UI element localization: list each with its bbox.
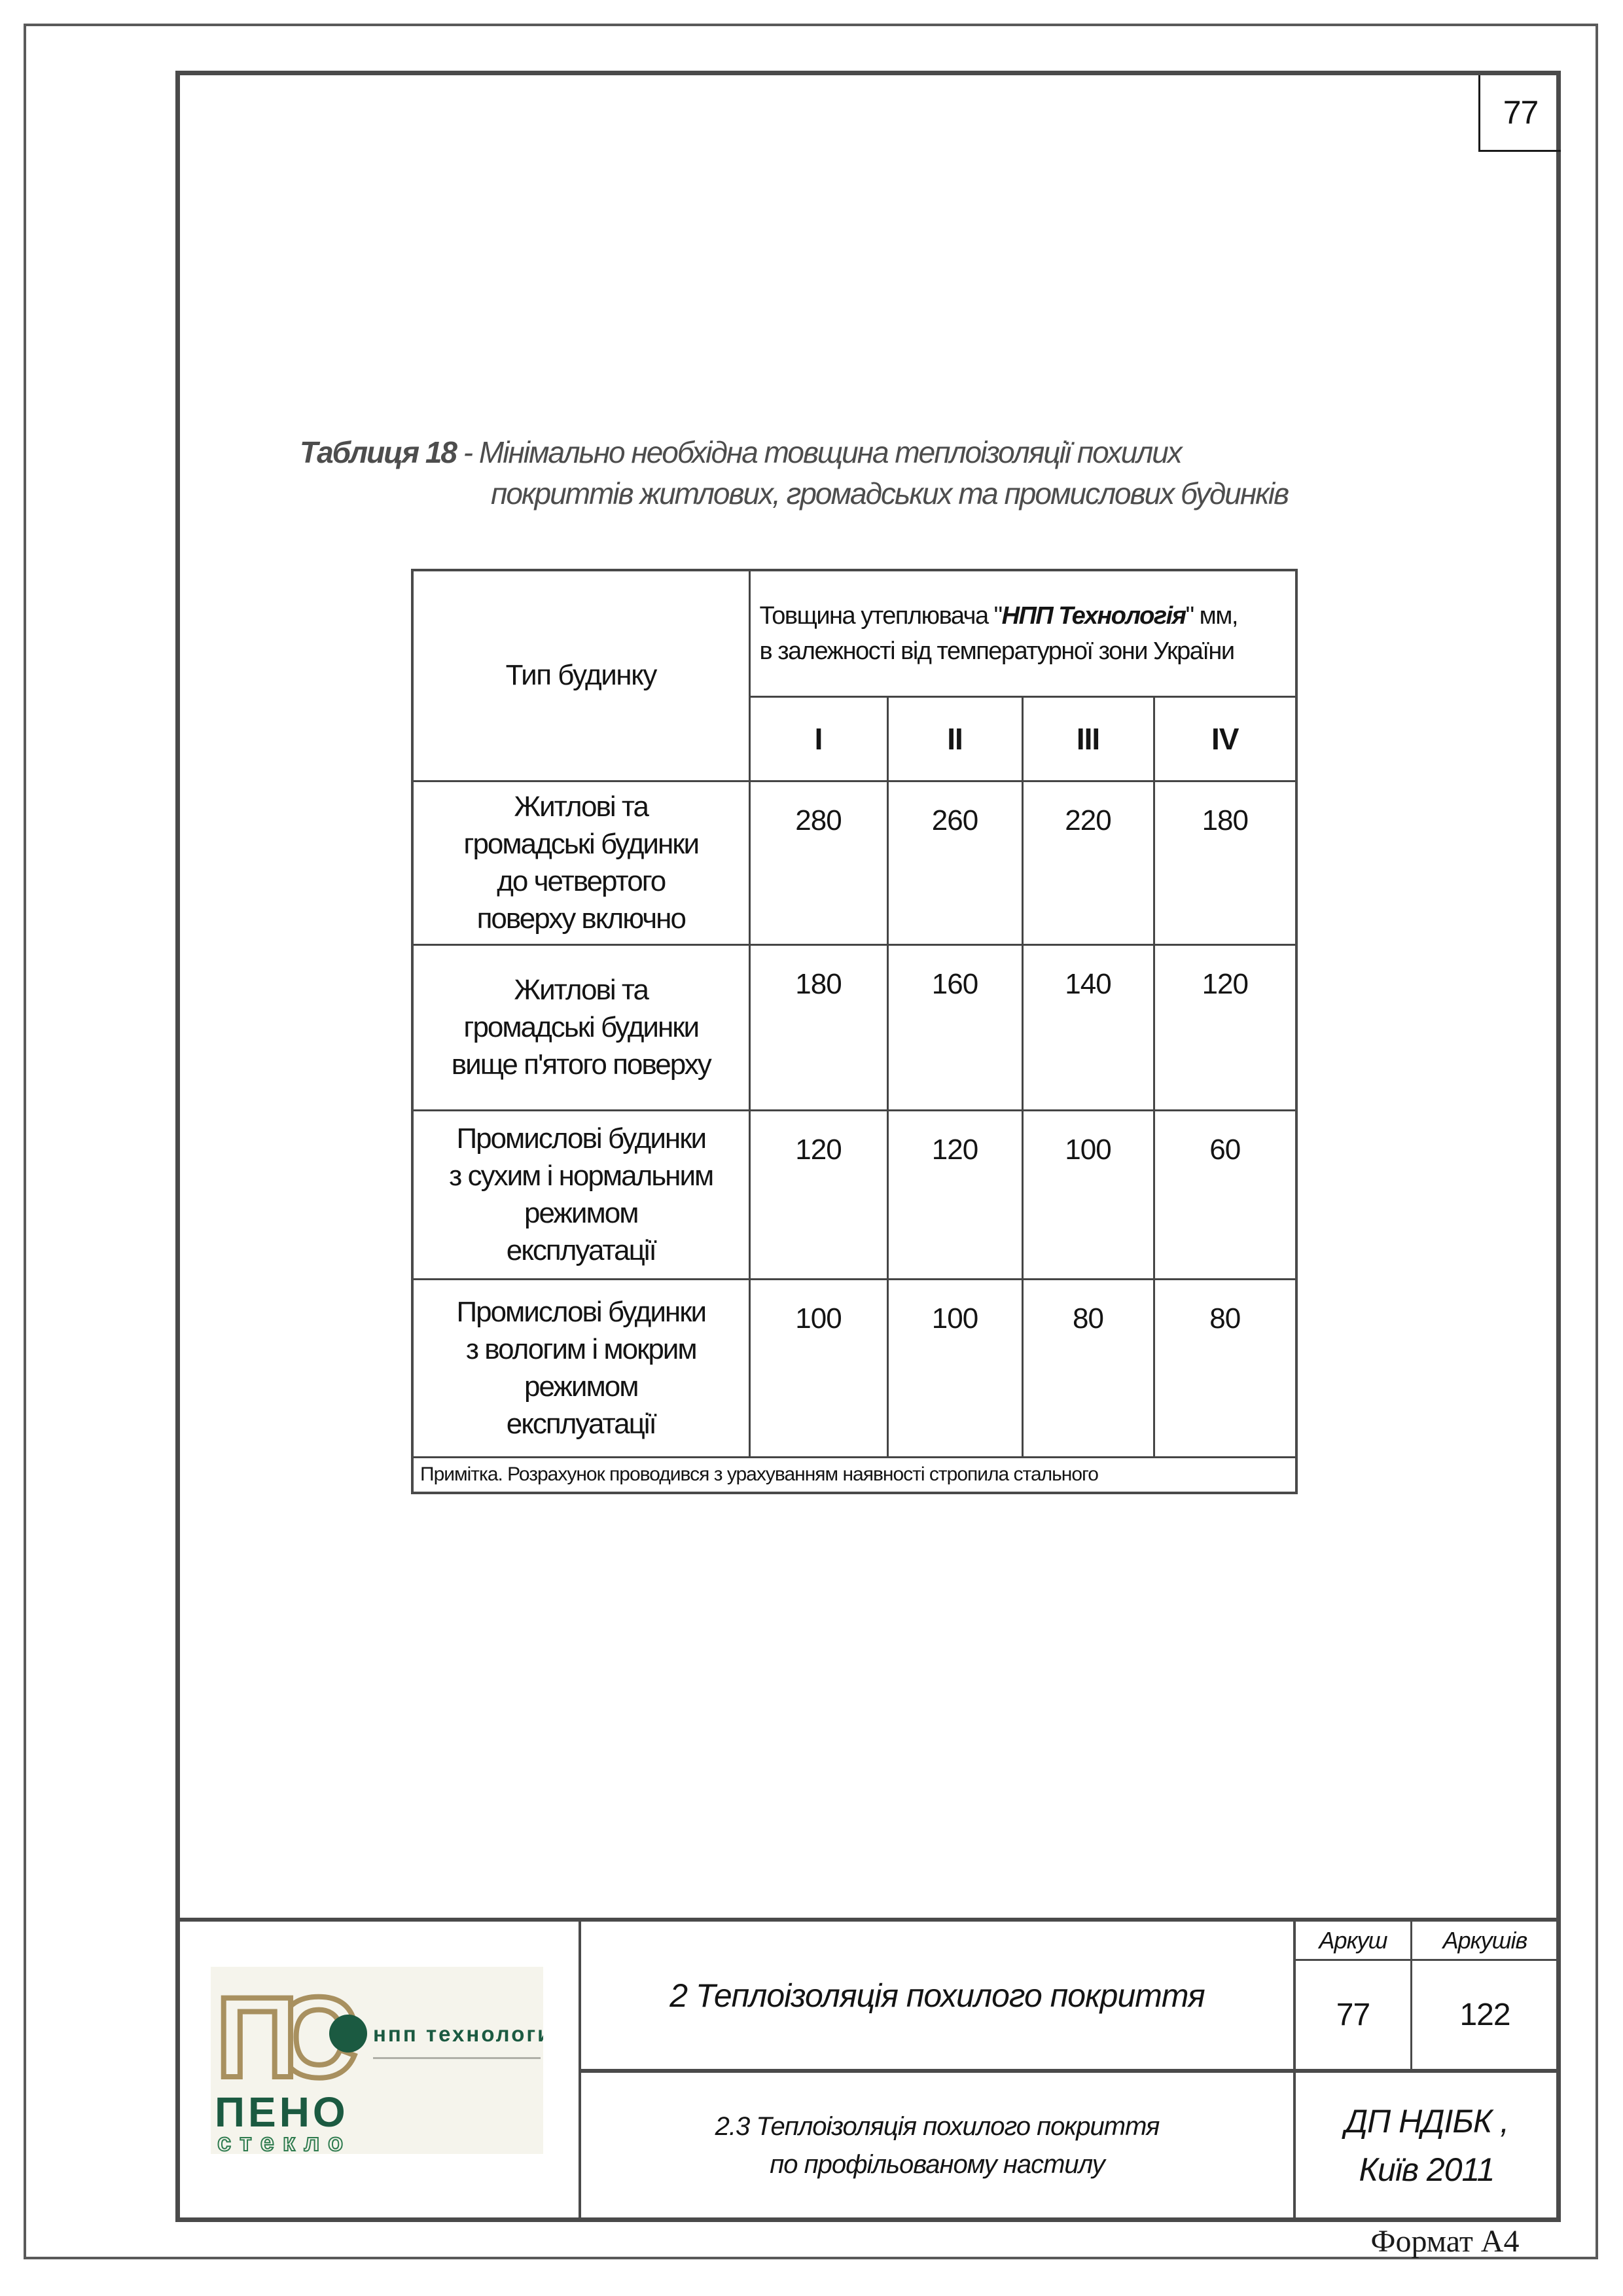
caption-text-1: Мінімально необхідна товщина теплоізоляц… <box>478 435 1183 469</box>
row-2-zone-3: 140 <box>1021 943 1155 1111</box>
footer-subsection: 2.3 Теплоізоляція похилого покриття по п… <box>582 2073 1292 2217</box>
row-3-zone-2: 120 <box>886 1109 1024 1280</box>
footer-subsection-line2: по профільованому настилу <box>770 2149 1105 2179</box>
footer-sheets-total: 122 <box>1459 1998 1510 2032</box>
zone-header-4: IV <box>1152 695 1298 782</box>
table-row: Житлові та громадські будинки до четверт… <box>411 780 1298 946</box>
footer-hline-sheet-header <box>1296 1959 1556 1961</box>
table-note-row: Примітка. Розрахунок проводився з урахув… <box>411 1456 1298 1494</box>
footer-org-line2: Київ 2011 <box>1359 2151 1495 2188</box>
thickness-header-mid: " мм, <box>1185 601 1239 630</box>
footer-top-line <box>175 1918 1561 1922</box>
caption-text-2: покриттів житлових, громадських та проми… <box>491 476 1289 511</box>
row-3-type: Промислові будинки з сухим і нормальним … <box>411 1109 751 1280</box>
footer-organization: ДП НДІБК , Київ 2011 <box>1297 2073 1556 2217</box>
logo-underline <box>373 2057 541 2059</box>
footer-section-title: 2 Теплоізоляція похилого покриття <box>669 1977 1205 2014</box>
footer-mid-line <box>581 2069 1556 2073</box>
company-logo: С П нпп технология ПЕНО стекло <box>211 1967 565 2157</box>
thickness-header-line2: в залежності від температурної зони Укра… <box>759 637 1236 665</box>
footer-sheets-label: Аркушів <box>1442 1926 1528 1954</box>
caption-separator: - <box>456 435 479 469</box>
company-logo-graphic: С П нпп технология ПЕНО стекло <box>213 1971 565 2157</box>
page-number-box: 77 <box>1478 75 1561 152</box>
row-4-zone-1: 100 <box>748 1278 889 1458</box>
row-3-zone-3: 100 <box>1021 1109 1155 1280</box>
row-1-zone-2: 260 <box>886 780 1024 946</box>
insulation-thickness-table: Тип будинку Товщина утеплювача "НПП Техн… <box>411 569 1298 1494</box>
footer-sheet-label: Аркуш <box>1319 1926 1388 1954</box>
logo-peno-text: ПЕНО <box>215 2089 349 2136</box>
thickness-header-prefix: Товщина утеплювача " <box>759 601 1003 630</box>
row-2-type: Житлові та громадські будинки вище п'ято… <box>411 943 751 1111</box>
row-4-zone-4: 80 <box>1152 1278 1298 1458</box>
caption-line-1: Таблиця 18 - Мінімально необхідна товщин… <box>300 432 1321 473</box>
col-header-thickness: Товщина утеплювача "НПП Технологія" мм, … <box>748 569 1298 698</box>
table-row: Житлові та громадські будинки вище п'ято… <box>411 943 1298 1111</box>
row-1-zone-1: 280 <box>748 780 889 946</box>
row-4-type: Промислові будинки з вологим і мокрим ре… <box>411 1278 751 1458</box>
footer-org-line1: ДП НДІБК , <box>1344 2102 1509 2140</box>
inner-frame <box>175 71 1561 2222</box>
row-1-zone-3: 220 <box>1021 780 1155 946</box>
zone-header-3: III <box>1021 695 1155 782</box>
row-4-zone-2: 100 <box>886 1278 1024 1458</box>
header-row-main: Тип будинку Товщина утеплювача "НПП Техн… <box>411 569 1298 782</box>
logo-steklo-text: стекло <box>217 2129 351 2154</box>
header-row-zones: I II III IV <box>412 695 1298 782</box>
page-number: 77 <box>1503 94 1539 131</box>
logo-monogram-p: П <box>216 1974 298 2102</box>
footer-subsection-line1: 2.3 Теплоізоляція похилого покриття <box>715 2111 1160 2141</box>
row-3-zone-4: 60 <box>1152 1109 1298 1280</box>
logo-np-text: нпп технология <box>373 2022 543 2046</box>
caption-label: Таблиця 18 <box>300 435 457 469</box>
zone-header-1: I <box>748 695 889 782</box>
row-3-zone-1: 120 <box>748 1109 889 1280</box>
table-row: Промислові будинки з вологим і мокрим ре… <box>411 1278 1298 1458</box>
format-label: Формат А4 <box>1370 2223 1520 2259</box>
row-2-zone-2: 160 <box>886 943 1024 1111</box>
table-row: Промислові будинки з сухим і нормальним … <box>411 1109 1298 1280</box>
thickness-header-brand: НПП Технологія <box>1001 601 1186 630</box>
row-4-zone-3: 80 <box>1021 1278 1155 1458</box>
outer-border <box>24 24 1598 2259</box>
row-1-type: Житлові та громадські будинки до четверт… <box>411 780 751 946</box>
row-2-zone-4: 120 <box>1152 943 1298 1111</box>
row-1-zone-4: 180 <box>1152 780 1298 946</box>
zone-header-2: II <box>886 695 1024 782</box>
table-note: Примітка. Розрахунок проводився з урахув… <box>411 1456 1298 1494</box>
footer-vline-logo <box>579 1922 581 2217</box>
row-2-zone-1: 180 <box>748 943 889 1111</box>
col-header-building-type: Тип будинку <box>411 569 751 782</box>
footer-sheet-number: 77 <box>1336 1998 1370 2032</box>
logo-dot <box>329 2015 367 2053</box>
footer-vline-sheets <box>1410 1922 1412 2069</box>
table-caption: Таблиця 18 - Мінімально необхідна товщин… <box>300 432 1321 514</box>
